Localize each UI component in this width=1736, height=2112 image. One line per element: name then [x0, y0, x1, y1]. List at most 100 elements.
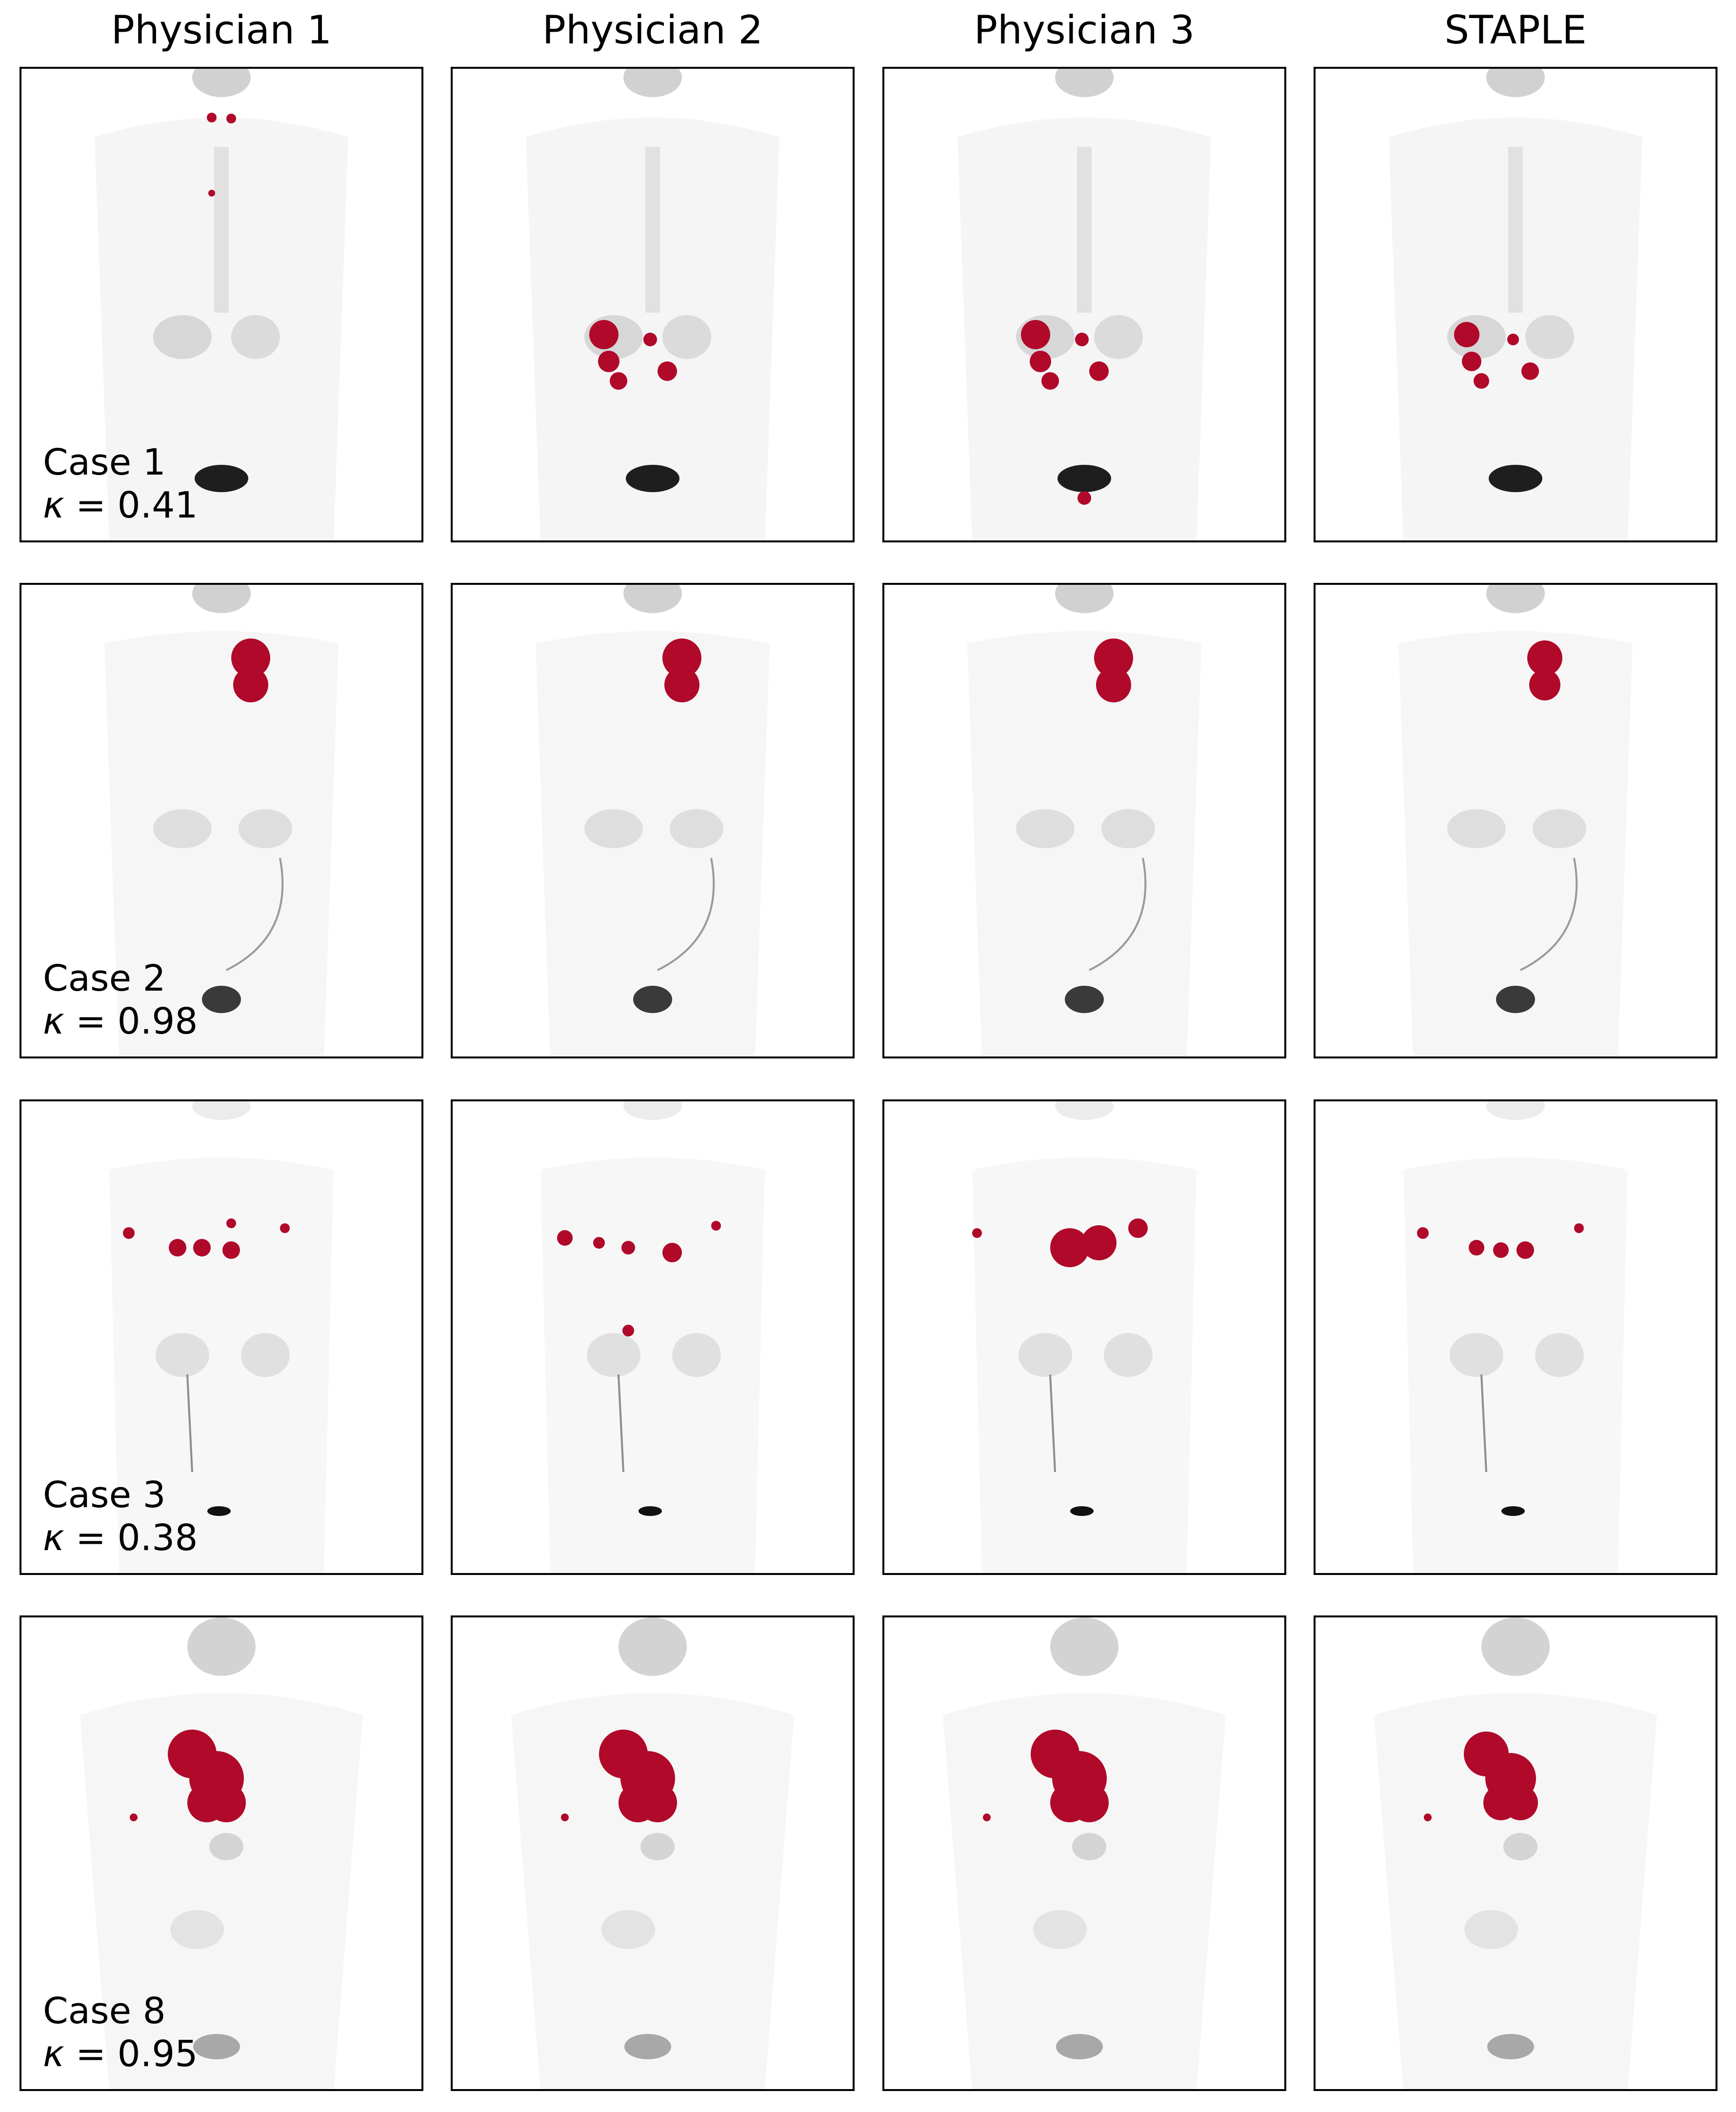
liver-shape: [1033, 1910, 1087, 1949]
panel-case3-physician1: Case 3 κ = 0.38: [20, 1099, 423, 1575]
lesion-segmentation: [207, 113, 217, 122]
lesion-segmentation: [226, 1218, 236, 1228]
torso-shape: [536, 631, 770, 1056]
pet-mip-image: [943, 1617, 1226, 2089]
head-shape: [623, 585, 682, 613]
head-shape: [187, 1617, 256, 1676]
kappa-value: κ = 0.38: [43, 1517, 198, 1559]
spine-shape: [1508, 147, 1523, 313]
lesion-segmentation: [130, 1813, 138, 1821]
pet-mip-image: [958, 69, 1211, 540]
segmentation-overlay: [231, 638, 270, 702]
kidney-right-shape: [1533, 809, 1586, 848]
lesion-segmentation: [983, 1813, 991, 1821]
pet-background: [972, 1101, 1197, 1573]
pet-mip-image: [972, 1101, 1197, 1573]
kidney-left-shape: [153, 809, 212, 848]
head-shape: [192, 69, 251, 97]
spine-shape: [645, 147, 660, 313]
ureter-shape: [1049, 1374, 1056, 1473]
bladder-shape: [1501, 1506, 1525, 1516]
lesion-segmentation: [711, 1221, 721, 1231]
pet-mip-image: [1403, 1101, 1628, 1573]
kidney-right-shape: [231, 315, 280, 359]
pet-mip-image: [967, 585, 1201, 1056]
lesion-segmentation: [638, 1783, 677, 1822]
panel-case1-physician2: [451, 67, 855, 542]
segmentation-overlay: [1021, 320, 1109, 505]
pet-mip-image: [540, 1101, 765, 1573]
lesion-segmentation: [169, 1239, 186, 1256]
ureter-shape: [1520, 857, 1578, 971]
pet-background: [95, 69, 348, 540]
panel-case2-physician1: Case 2 κ = 0.98: [20, 583, 423, 1058]
pet-background: [80, 1617, 363, 2089]
head-shape: [1050, 1617, 1118, 1676]
lesion-segmentation: [1075, 333, 1089, 346]
bladder-shape: [1056, 2034, 1103, 2059]
head-shape: [1055, 585, 1114, 613]
lesion-segmentation: [1041, 372, 1059, 390]
lesion-segmentation: [222, 1241, 240, 1259]
kappa-value: κ = 0.95: [43, 2033, 198, 2075]
panel-case3-physician3: [882, 1099, 1286, 1575]
ureter-shape: [618, 1374, 624, 1473]
bladder-shape: [207, 1506, 231, 1516]
bladder-shape: [1496, 986, 1535, 1013]
lesion-segmentation: [1094, 638, 1133, 677]
lesion-segmentation: [1574, 1223, 1584, 1233]
lesion-segmentation: [1128, 1218, 1148, 1238]
lesion-segmentation: [231, 638, 270, 677]
case-label: Case 1 κ = 0.41: [43, 441, 198, 527]
lesion-segmentation: [662, 638, 701, 677]
segmentation-overlay: [1094, 638, 1133, 702]
kidney-left-shape: [1450, 1333, 1503, 1377]
torso-shape: [1403, 1157, 1628, 1573]
panel-case1-physician3: [882, 67, 1286, 542]
lesion-segmentation: [193, 1239, 211, 1256]
case-name: Case 3: [43, 1474, 166, 1516]
head-shape: [192, 585, 251, 613]
head-shape: [1055, 69, 1114, 97]
column-title-physician-1: Physician 1: [111, 7, 332, 53]
panel-case1-staple: [1314, 67, 1717, 542]
lesion-segmentation: [1070, 1783, 1109, 1822]
lesion-segmentation: [1030, 351, 1051, 372]
pet-background: [1389, 69, 1642, 540]
column-title-physician-2: Physician 2: [542, 7, 763, 53]
kidney-right-shape: [670, 809, 723, 848]
panel-case2-physician3: [882, 583, 1286, 1058]
lesion-segmentation: [1527, 640, 1562, 676]
torso-shape: [958, 118, 1211, 540]
pet-background: [511, 1617, 794, 2089]
head-shape: [1055, 1101, 1114, 1120]
liver-shape: [170, 1910, 224, 1949]
segmentation-overlay: [130, 1730, 246, 1822]
heart-shape: [209, 1833, 243, 1860]
bladder-shape: [624, 2034, 671, 2059]
lesion-segmentation: [1503, 1785, 1538, 1820]
spine-shape: [214, 147, 229, 313]
lesion-segmentation: [972, 1228, 982, 1238]
heart-shape: [1503, 1833, 1537, 1860]
heart-shape: [640, 1833, 675, 1860]
kidney-right-shape: [1104, 1333, 1153, 1377]
lesion-segmentation: [1529, 669, 1560, 700]
panel-case8-physician1: Case 8 κ = 0.95: [20, 1615, 423, 2091]
panel-case2-physician2: [451, 583, 855, 1058]
torso-shape: [943, 1693, 1226, 2089]
kidney-right-shape: [1525, 315, 1574, 359]
lesion-segmentation: [1517, 1241, 1534, 1259]
bladder-shape: [1058, 465, 1111, 492]
lesion-segmentation: [233, 667, 268, 702]
bladder-shape: [1070, 1506, 1094, 1516]
column-title-staple: STAPLE: [1444, 7, 1587, 53]
bladder-shape: [195, 465, 248, 492]
lesion-segmentation: [662, 1243, 682, 1262]
pet-background: [104, 585, 339, 1056]
torso-shape: [95, 118, 348, 540]
ureter-shape: [226, 857, 284, 971]
torso-shape: [104, 631, 339, 1056]
kidney-right-shape: [241, 1333, 290, 1377]
